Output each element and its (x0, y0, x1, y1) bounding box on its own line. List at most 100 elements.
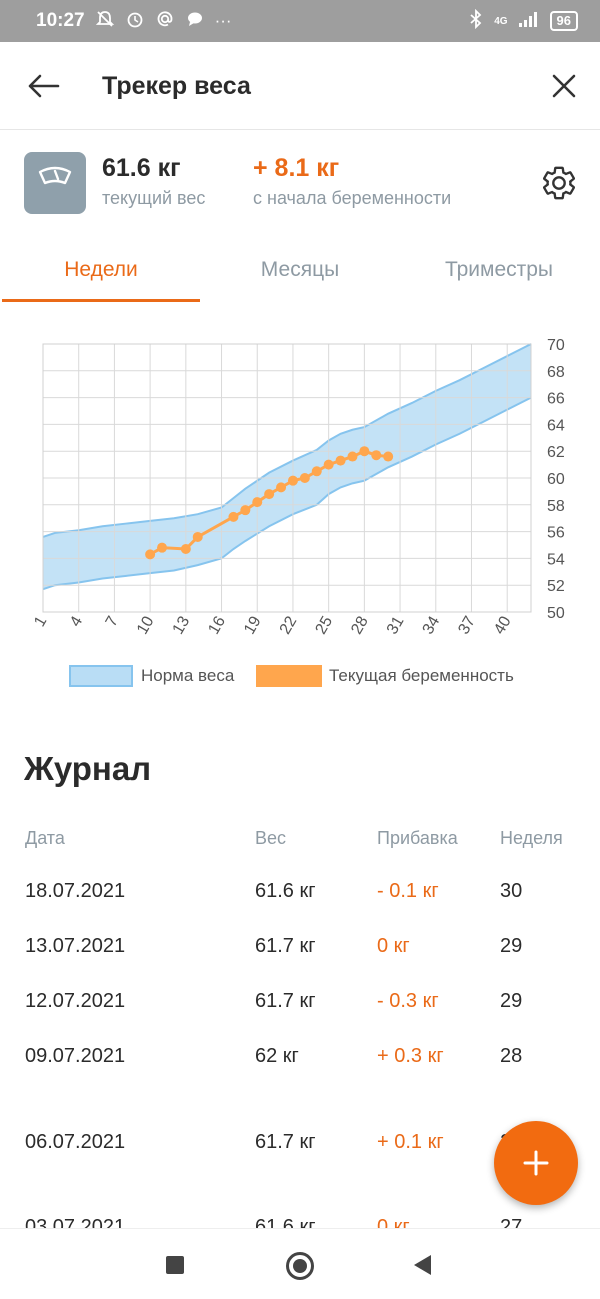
journal-table: Дата Вес Прибавка Неделя 18.07.2021 61.6… (0, 820, 600, 1228)
row-gain: + 0.3 кг (377, 1045, 444, 1067)
row-gain: 0 кг (377, 1216, 410, 1228)
system-nav-bar (0, 1228, 600, 1299)
y-tick-label: 52 (547, 578, 565, 595)
x-tick-label: 25 (313, 613, 337, 637)
x-tick-label: 1 (31, 613, 50, 629)
nav-back-button[interactable] (414, 1255, 431, 1275)
bluetooth-icon (468, 8, 484, 34)
series-point (264, 489, 275, 500)
recents-button[interactable] (166, 1256, 184, 1274)
weight-chart: 50 52 54 56 58 60 62 64 66 68 70 1 4 7 10 13 16 19 22 25 28 3… (0, 325, 600, 705)
row-date: 03.07.2021 (25, 1216, 126, 1228)
total-gain-value: + 8.1 кг (253, 154, 340, 182)
row-date: 06.07.2021 (25, 1131, 126, 1153)
series-point (228, 511, 239, 522)
y-tick-label: 68 (547, 364, 565, 381)
y-tick-label: 58 (547, 498, 565, 515)
col-header-week: Неделя (500, 828, 563, 848)
col-header-weight: Вес (255, 828, 287, 848)
network-type: 4G (494, 15, 508, 27)
row-gain: - 0.1 кг (377, 880, 439, 902)
row-weight: 61.6 кг (255, 1216, 316, 1228)
series-point (299, 473, 310, 483)
total-gain-label: с начала беременности (253, 188, 452, 208)
settings-button[interactable] (540, 164, 578, 202)
series-point (383, 451, 394, 462)
status-right: 4G 96 (468, 8, 578, 34)
scale-icon (24, 152, 86, 214)
row-date: 09.07.2021 (25, 1045, 126, 1067)
x-tick-label: 22 (277, 613, 301, 637)
y-tick-label: 60 (547, 471, 565, 488)
row-gain: 0 кг (377, 935, 410, 957)
weight-summary: 61.6 кг текущий вес + 8.1 кг с начала бе… (0, 130, 600, 240)
series-point (157, 542, 168, 553)
tab-months[interactable]: Месяцы (260, 258, 340, 281)
chart-legend: Норма веса Текущая беременность (0, 662, 600, 692)
series-point (240, 505, 251, 516)
x-tick-label: 40 (491, 613, 515, 637)
legend-label-current: Текущая беременность (329, 666, 514, 685)
x-tick-label: 10 (134, 613, 158, 637)
status-left: 10:27 ··· (22, 9, 232, 34)
plus-icon (523, 1150, 549, 1176)
add-entry-button[interactable] (494, 1121, 578, 1205)
series-point (180, 544, 191, 555)
y-tick-label: 54 (547, 551, 565, 568)
battery-icon: 96 (549, 11, 578, 31)
series-point (371, 450, 382, 461)
back-button[interactable] (26, 68, 62, 104)
series-point (311, 466, 322, 477)
col-header-date: Дата (25, 828, 65, 848)
series-point (276, 482, 287, 493)
at-icon (155, 9, 175, 34)
arrow-left-icon (28, 74, 60, 98)
home-button[interactable] (286, 1252, 314, 1280)
series-point (145, 549, 156, 560)
y-tick-label: 50 (547, 605, 565, 622)
legend-label-norm: Норма веса (141, 666, 235, 685)
row-weight: 61.7 кг (255, 1131, 316, 1153)
series-point (347, 451, 358, 462)
row-week: 30 (500, 880, 523, 902)
series-point (252, 497, 263, 508)
row-weight: 61.7 кг (255, 935, 316, 957)
period-tabs: Недели Месяцы Триместры (0, 240, 600, 304)
close-button[interactable] (546, 68, 582, 104)
mute-icon (95, 9, 115, 34)
tab-weeks[interactable]: Недели (64, 258, 138, 281)
weight-chart-svg: 50 52 54 56 58 60 62 64 66 68 70 1 4 7 10 13 16 19 22 25 28 3… (31, 337, 565, 637)
row-gain: + 0.1 кг (377, 1131, 444, 1153)
y-tick-label: 62 (547, 444, 565, 461)
tab-trimesters[interactable]: Триместры (444, 258, 554, 281)
legend-swatch-norm (69, 665, 133, 687)
row-week: 29 (500, 990, 523, 1012)
current-weight-label: текущий вес (102, 188, 206, 208)
x-tick-label: 16 (205, 613, 229, 637)
current-weight-value: 61.6 кг (102, 154, 181, 182)
row-weight: 61.6 кг (255, 880, 316, 902)
row-week: 27 (500, 1216, 523, 1228)
x-tick-label: 4 (67, 613, 86, 629)
y-tick-label: 66 (547, 391, 565, 408)
more-icon: ··· (214, 11, 232, 30)
x-tick-label: 19 (241, 613, 265, 637)
row-date: 12.07.2021 (25, 990, 126, 1012)
journal-title: Журнал (24, 750, 152, 787)
series-point (323, 459, 334, 470)
row-date: 18.07.2021 (25, 880, 126, 902)
status-time: 10:27 (36, 10, 85, 31)
signal-icon (518, 10, 540, 33)
y-tick-label: 64 (547, 417, 565, 434)
x-tick-label: 28 (348, 613, 372, 637)
x-tick-label: 34 (420, 613, 444, 637)
row-weight: 62 кг (255, 1045, 299, 1067)
app-bar: Трекер веса (0, 42, 600, 130)
y-tick-label: 56 (547, 525, 565, 542)
x-tick-label: 7 (103, 613, 122, 629)
gear-icon (543, 166, 575, 200)
chat-icon (185, 9, 205, 34)
plot-frame (42, 343, 532, 613)
status-bar: 10:27 ··· 4G 96 (0, 0, 600, 42)
series-point (335, 455, 346, 466)
